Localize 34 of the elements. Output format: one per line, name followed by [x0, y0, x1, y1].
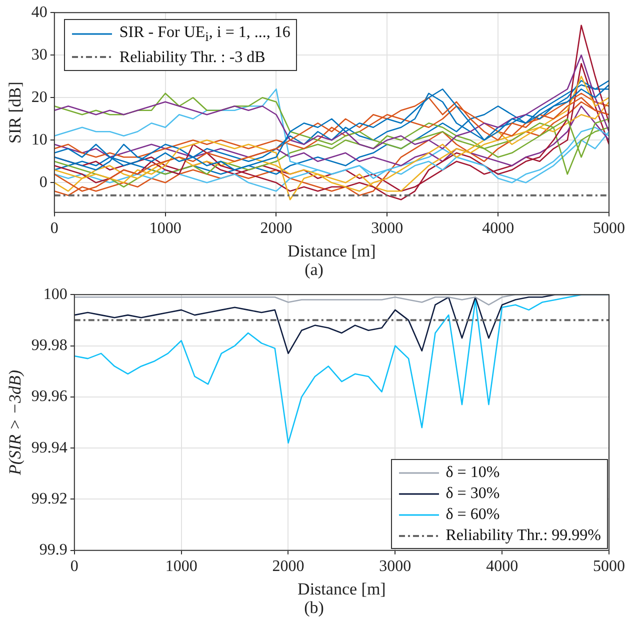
y-tick-label: 99.92: [31, 490, 68, 508]
x-tick-label: 2000: [272, 558, 304, 576]
y-tick-label: 0: [39, 174, 48, 191]
legend-label: SIR - For UE$_{i}$, i = 1, ..., 16: [119, 22, 290, 46]
x-tick-label: 2000: [260, 220, 292, 238]
legend-label: δ = 30%: [446, 484, 500, 504]
y-axis-title: SIR [dB]: [6, 82, 25, 144]
x-tick-label: 3000: [379, 558, 412, 576]
legend-label: δ = 60%: [446, 505, 500, 526]
x-tick-label: 3000: [371, 220, 404, 238]
y-tick-label: 99.9: [39, 542, 68, 559]
x-tick-label: 5000: [593, 220, 625, 238]
legend-label: Reliability Thr. : -3 dB: [119, 48, 266, 68]
x-axis-title: Distance [m]: [288, 241, 376, 260]
x-tick-label: 1000: [165, 558, 198, 576]
y-axis-title: P(SIR > −3dB): [6, 370, 25, 476]
x-tick-label: 0: [70, 558, 78, 576]
y-tick-label: 20: [31, 88, 48, 106]
y-tick-label: 30: [31, 46, 48, 64]
y-tick-label: 99.98: [31, 336, 68, 354]
text: (b): [303, 598, 325, 618]
y-tick-label: 99.94: [31, 439, 68, 456]
x-tick-label: 4000: [482, 220, 514, 238]
x-tick-label: 1000: [149, 220, 182, 238]
text: (a): [304, 260, 324, 280]
legend-label: Reliability Thr.: 99.99%: [446, 526, 601, 546]
x-axis-title: Distance [m]: [298, 579, 386, 598]
y-tick-label: 40: [31, 4, 48, 21]
y-tick-label: 10: [31, 131, 48, 148]
legend-label: δ = 10%: [446, 463, 500, 484]
y-tick-label: 99.96: [31, 388, 68, 406]
x-tick-label: 5000: [593, 558, 625, 576]
x-tick-label: 4000: [486, 558, 518, 576]
y-tick-label: 100: [43, 286, 68, 303]
